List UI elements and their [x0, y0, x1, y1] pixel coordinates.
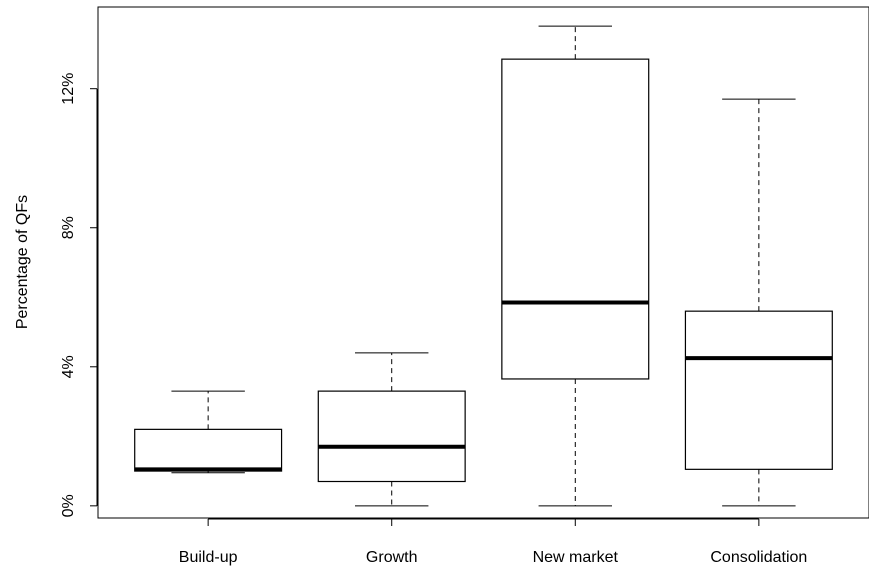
box-series — [134, 25, 833, 507]
box-consolidation — [684, 98, 833, 507]
iqr-box — [134, 428, 283, 472]
x-tick-label: Growth — [366, 549, 418, 566]
box-growth — [317, 352, 466, 507]
box-build-up — [134, 390, 283, 474]
y-axis: 0% 4% 8% 12% — [60, 73, 98, 517]
box-new-market — [501, 25, 650, 507]
y-tick-label: 4% — [60, 355, 77, 378]
x-tick-label: Build-up — [179, 549, 238, 566]
y-tick-label: 0% — [60, 494, 77, 517]
plot-frame — [97, 6, 869, 519]
y-axis-label: Percentage of QFs — [14, 195, 31, 329]
x-tick-label: Consolidation — [710, 549, 807, 566]
iqr-box — [501, 58, 650, 380]
y-tick-label: 8% — [60, 216, 77, 239]
x-tick-label: New market — [533, 549, 619, 566]
iqr-box — [317, 390, 466, 483]
y-tick-label: 12% — [60, 73, 77, 105]
iqr-box — [684, 310, 833, 470]
x-axis: Build-up Growth New market Consolidation — [179, 518, 807, 566]
